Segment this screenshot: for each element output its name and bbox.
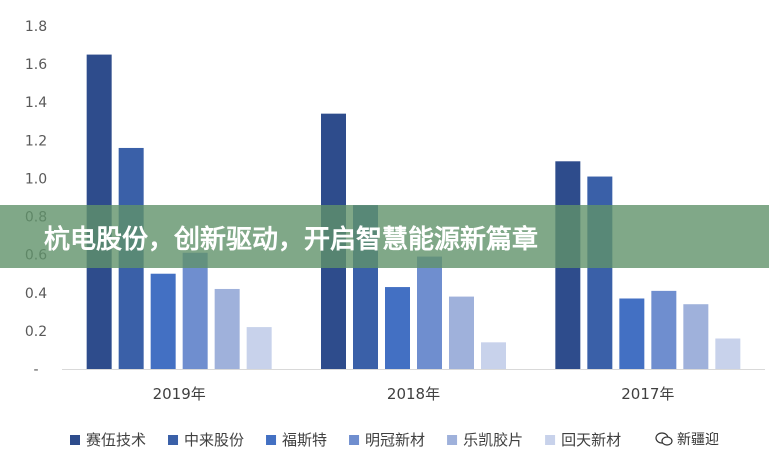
wechat-icon (655, 432, 673, 446)
bar (214, 288, 240, 369)
title-banner: 杭电股份，创新驱动，开启智慧能源新篇章 (0, 205, 769, 268)
legend-label: 乐凯胶片 (463, 431, 523, 449)
legend-label: 赛伍技术 (86, 431, 146, 449)
bar (150, 273, 176, 369)
legend-label: 明冠新材 (365, 431, 425, 449)
bar (481, 342, 506, 369)
legend-swatch (266, 435, 277, 445)
legend-swatch (545, 435, 556, 445)
bar (385, 287, 410, 369)
x-axis-labels: 2019年 2018年 2017年 (153, 385, 675, 403)
legend-swatch (70, 435, 80, 445)
bar (619, 298, 645, 369)
legend-label: 福斯特 (282, 431, 327, 449)
legend-swatch (447, 435, 458, 445)
bar (683, 304, 709, 369)
bar (417, 256, 442, 369)
bar (246, 327, 272, 369)
y-tick-label: 1.4 (25, 95, 47, 111)
legend-swatch (349, 435, 360, 445)
bar (449, 296, 474, 369)
y-tick-label: 1.0 (25, 171, 47, 187)
watermark: 新疆迎 (655, 428, 719, 450)
x-tick-label: 2019年 (153, 385, 206, 403)
bar (182, 252, 208, 369)
bar (715, 338, 741, 369)
legend-swatch (168, 435, 179, 445)
bar (651, 290, 677, 369)
y-tick-label: 0.2 (25, 324, 47, 340)
y-tick-label: - (33, 362, 38, 378)
legend-label: 回天新材 (561, 431, 621, 449)
y-tick-label: 0.4 (25, 286, 47, 302)
banner-title: 杭电股份，创新驱动，开启智慧能源新篇章 (44, 225, 539, 255)
y-tick-label: 1.6 (25, 57, 47, 73)
y-tick-label: 1.8 (25, 19, 47, 35)
y-tick-label: 1.2 (25, 133, 47, 149)
watermark-text: 新疆迎 (677, 432, 719, 448)
legend: 赛伍技术 中来股份 福斯特 明冠新材 乐凯胶片 回天新材 (70, 431, 621, 449)
legend-label: 中来股份 (184, 431, 244, 449)
x-tick-label: 2018年 (387, 385, 440, 403)
y-axis-ticks: -0.20.40.60.81.01.21.41.61.8 (25, 19, 47, 378)
x-tick-label: 2017年 (621, 385, 674, 403)
